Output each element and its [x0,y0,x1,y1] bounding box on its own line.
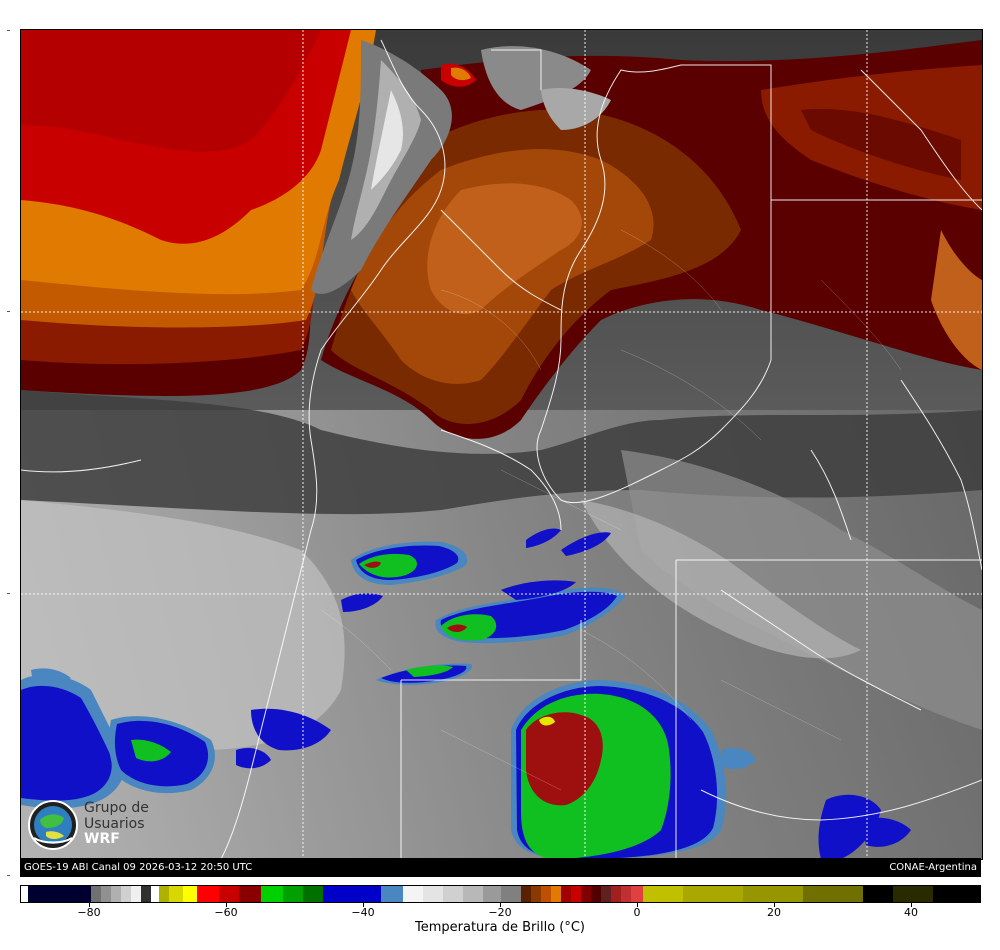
colorbar-tick-label: −20 [488,906,512,919]
satellite-map [20,29,983,860]
boundaries [21,39,982,859]
axis-tick [7,593,10,594]
andes-cloud-streak [311,40,611,294]
colorbar [20,885,981,903]
colorbar-tick-label: 40 [904,906,918,919]
colorbar-tick [363,903,364,907]
colorbar-tick-label: 0 [633,906,641,919]
colorbar-tick-label: −40 [351,906,375,919]
info-strip: GOES-19 ABI Canal 09 2026-03-12 20:50 UT… [20,858,981,877]
dry-band-east [321,40,982,439]
convective-cells [21,528,911,859]
colorbar-tick [911,903,912,907]
dry-air-bands [21,30,376,396]
colorbar-tick [637,903,638,907]
logo-text-line1: Grupo de [84,800,149,816]
colorbar-title: Temperatura de Brillo (°C) [414,920,586,935]
colorbar-tick [89,903,90,907]
wrf-users-logo: Grupo de Usuarios WRF [26,798,166,852]
axis-tick [7,30,10,31]
colorbar-tick [774,903,775,907]
graticule [21,30,982,859]
colorbar-tick-label: −60 [214,906,238,919]
colorbar-tick [500,903,501,907]
axis-tick [7,875,10,876]
product-timestamp-label: GOES-19 ABI Canal 09 2026-03-12 20:50 UT… [24,862,253,873]
logo-text-line3: WRF [84,831,120,847]
province-lines [320,229,902,791]
axis-tick [7,311,10,312]
globe-icon [28,800,78,850]
colorbar-tick [226,903,227,907]
credit-label: CONAE-Argentina [889,862,977,873]
colorbar-tick-label: 20 [767,906,781,919]
colorbar-tick-label: −80 [77,906,101,919]
logo-text-line2: Usuarios [84,816,145,832]
